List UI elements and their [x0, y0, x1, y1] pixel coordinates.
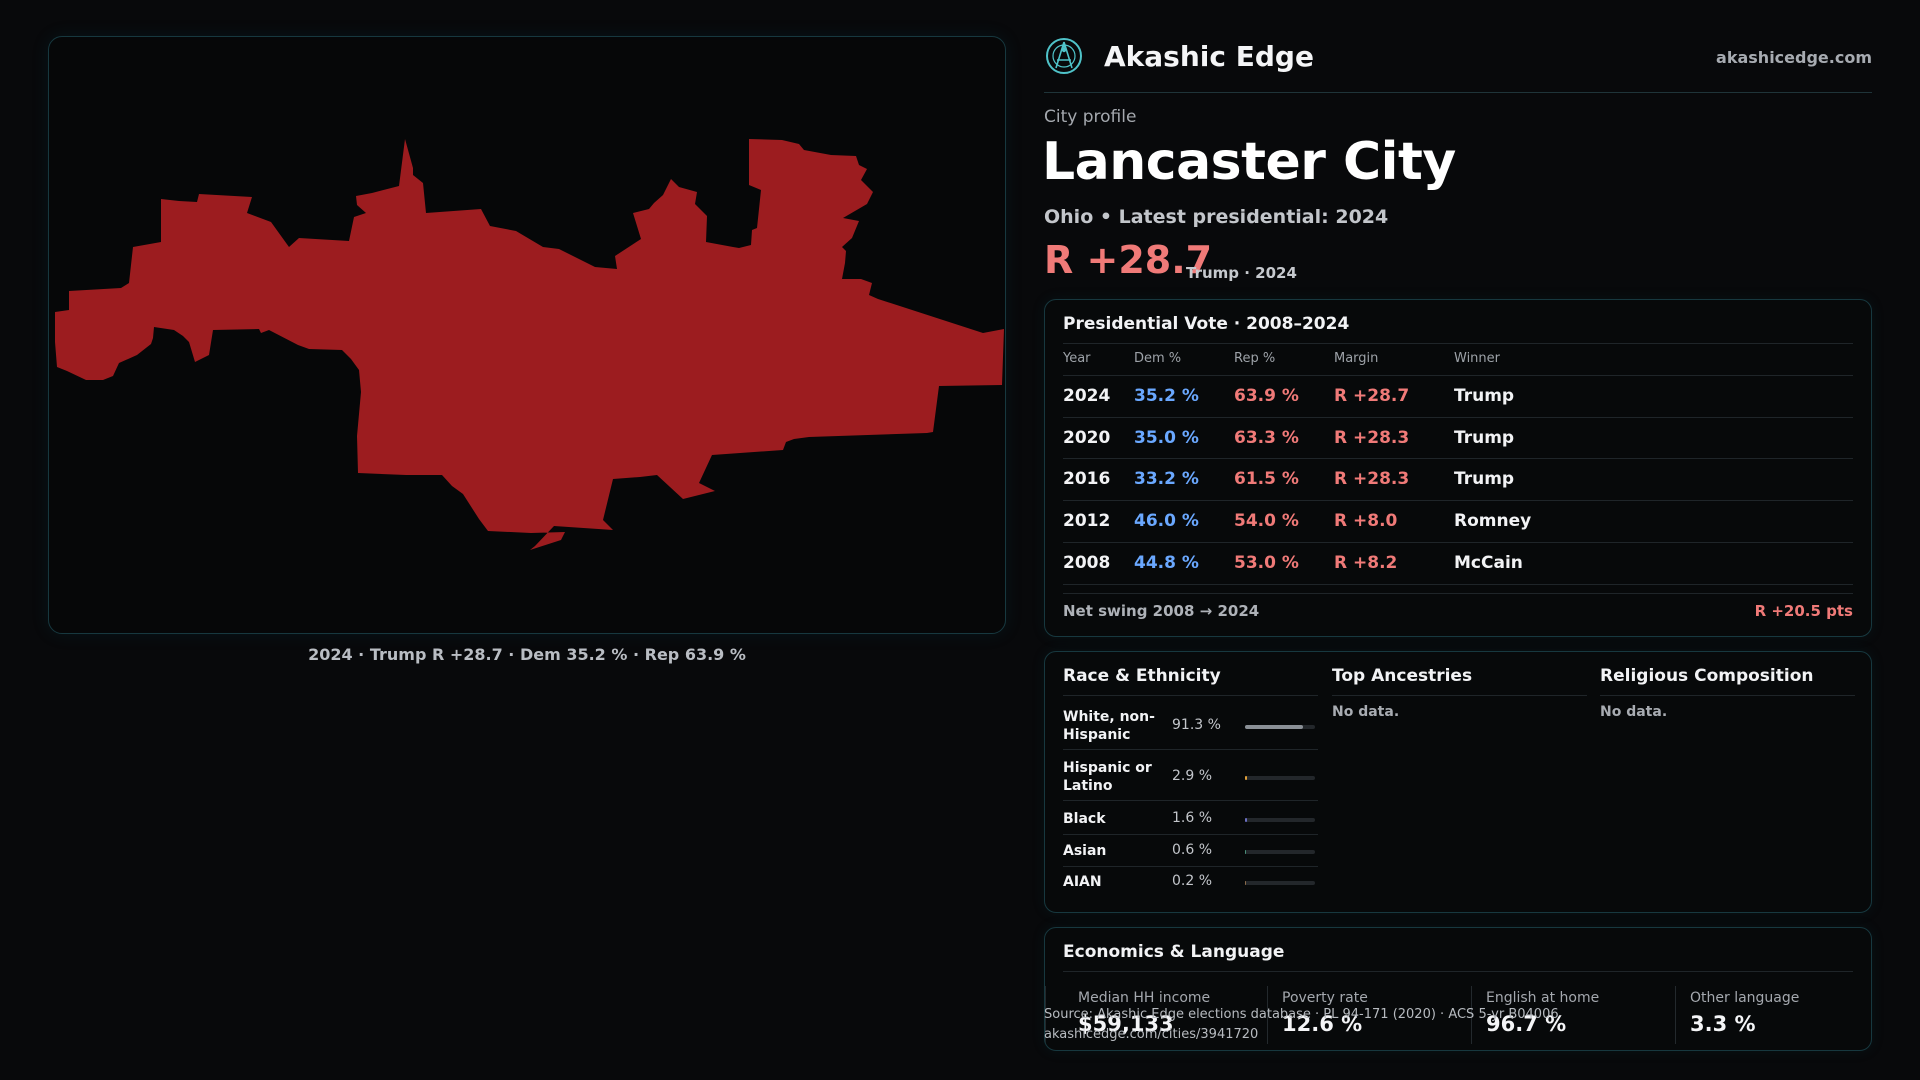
stat-label-poverty: Poverty rate: [1282, 990, 1368, 1006]
demographics-card: Race & Ethnicity Top Ancestries Religiou…: [1044, 651, 1872, 913]
religion-empty: No data.: [1600, 704, 1668, 720]
race-bar-fill: [1245, 776, 1247, 780]
race-pct: 1.6 %: [1172, 810, 1213, 826]
race-bar-track: [1245, 881, 1315, 885]
table-cell-year: 2020: [1063, 428, 1111, 448]
stat-value-other-language: 3.3 %: [1690, 1012, 1756, 1036]
stat-value-poverty: 12.6 %: [1282, 1012, 1363, 1036]
race-label: Hispanic or Latino: [1063, 760, 1152, 794]
race-bar-track: [1245, 776, 1315, 780]
net-swing-label: Net swing 2008 → 2024: [1063, 602, 1260, 620]
table-cell-margin: R +28.7: [1334, 386, 1410, 406]
table-cell-margin: R +28.3: [1334, 428, 1410, 448]
table-cell-dem: 35.0 %: [1134, 428, 1199, 448]
table-cell-rep: 54.0 %: [1234, 511, 1299, 531]
table-cell-margin: R +8.2: [1334, 553, 1398, 573]
stat-value-income: $59,133: [1078, 1012, 1174, 1036]
profile-subtitle: Ohio • Latest presidential: 2024: [1044, 206, 1389, 228]
net-swing-value: R +20.5 pts: [1754, 602, 1853, 620]
site-link[interactable]: akashicedge.com: [1716, 48, 1872, 67]
table-cell-year: 2024: [1063, 386, 1111, 406]
table-cell-winner: Trump: [1454, 469, 1515, 489]
presidential-vote-title: Presidential Vote · 2008–2024: [1063, 314, 1350, 334]
economics-language-title: Economics & Language: [1063, 942, 1285, 962]
col-header-margin: Margin: [1334, 351, 1379, 366]
source-text: Source: Akashic Edge elections database …: [1044, 1007, 1559, 1022]
headline-margin: R +28.7: [1044, 238, 1213, 282]
race-label: AIAN: [1063, 874, 1102, 890]
presidential-vote-card: Presidential Vote · 2008–2024 Year Dem %…: [1044, 299, 1872, 637]
race-pct: 0.6 %: [1172, 842, 1213, 858]
table-cell-year: 2016: [1063, 469, 1111, 489]
economics-language-card: Economics & Language Median HH income $5…: [1044, 927, 1872, 1051]
race-bar-fill: [1245, 818, 1247, 822]
table-cell-dem: 35.2 %: [1134, 386, 1199, 406]
race-label: Black: [1063, 811, 1106, 827]
race-pct: 2.9 %: [1172, 768, 1213, 784]
table-cell-rep: 63.3 %: [1234, 428, 1299, 448]
source-footer: Source: Akashic Edge elections database …: [1044, 1005, 1559, 1045]
table-cell-dem: 33.2 %: [1134, 469, 1199, 489]
table-cell-year: 2012: [1063, 511, 1111, 531]
race-ethnicity-title: Race & Ethnicity: [1063, 666, 1221, 686]
header: Akashic Edge akashicedge.com: [1044, 36, 1872, 93]
ancestries-empty: No data.: [1332, 704, 1400, 720]
top-ancestries-title: Top Ancestries: [1332, 666, 1473, 686]
table-cell-rep: 61.5 %: [1234, 469, 1299, 489]
map-caption: 2024 · Trump R +28.7 · Dem 35.2 % · Rep …: [308, 645, 746, 664]
col-header-year: Year: [1063, 351, 1091, 366]
table-cell-winner: McCain: [1454, 553, 1523, 573]
race-label: Asian: [1063, 843, 1107, 859]
city-boundary-map: [55, 139, 1004, 550]
race-bar-track: [1245, 725, 1315, 729]
table-cell-rep: 63.9 %: [1234, 386, 1299, 406]
race-pct: 0.2 %: [1172, 873, 1213, 889]
race-bar-track: [1245, 850, 1315, 854]
akashic-logo-icon: [1046, 38, 1082, 74]
headline-margin-detail: Trump · 2024: [1186, 264, 1297, 282]
stat-label-other-language: Other language: [1690, 990, 1800, 1006]
table-cell-winner: Trump: [1454, 428, 1515, 448]
race-pct: 91.3 %: [1172, 717, 1221, 733]
profile-kicker: City profile: [1044, 107, 1137, 127]
source-url[interactable]: akashicedge.com/cities/3941720: [1044, 1027, 1259, 1042]
table-cell-rep: 53.0 %: [1234, 553, 1299, 573]
table-cell-winner: Trump: [1454, 386, 1515, 406]
city-map-panel[interactable]: [48, 36, 1006, 634]
stat-value-english: 96.7 %: [1486, 1012, 1567, 1036]
table-cell-dem: 44.8 %: [1134, 553, 1199, 573]
brand-name[interactable]: Akashic Edge: [1104, 40, 1314, 73]
race-bar-fill: [1245, 725, 1304, 729]
page-title: Lancaster City: [1042, 132, 1456, 192]
stat-label-english: English at home: [1486, 990, 1600, 1006]
table-cell-dem: 46.0 %: [1134, 511, 1199, 531]
race-bar-track: [1245, 818, 1315, 822]
table-cell-year: 2008: [1063, 553, 1111, 573]
col-header-rep: Rep %: [1234, 351, 1276, 366]
col-header-winner: Winner: [1454, 351, 1501, 366]
stat-label-income: Median HH income: [1078, 990, 1211, 1006]
religious-composition-title: Religious Composition: [1600, 666, 1814, 686]
table-cell-margin: R +28.3: [1334, 469, 1410, 489]
col-header-dem: Dem %: [1134, 351, 1182, 366]
city-boundary-shape: [55, 139, 1004, 550]
table-cell-margin: R +8.0: [1334, 511, 1398, 531]
race-label: White, non-Hispanic: [1063, 709, 1155, 743]
table-cell-winner: Romney: [1454, 511, 1532, 531]
